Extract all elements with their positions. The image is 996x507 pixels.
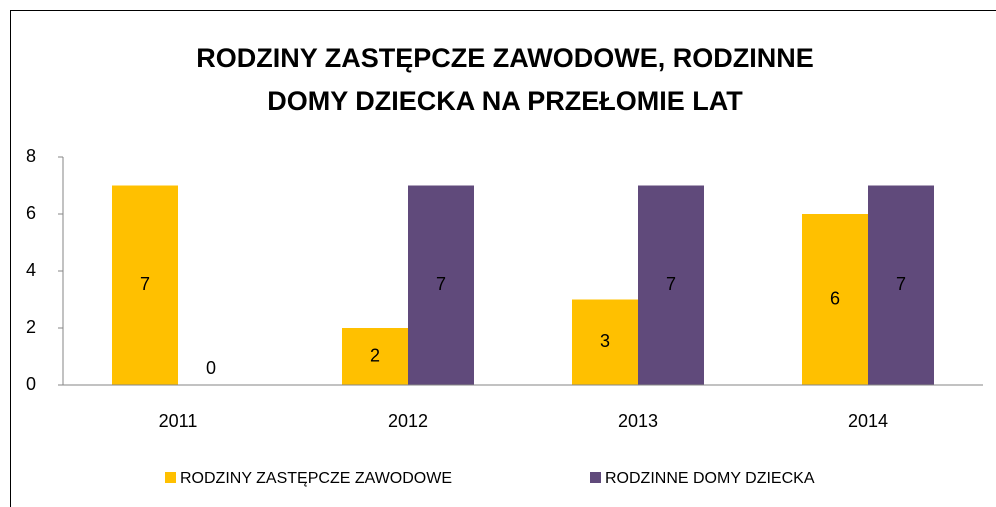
data-label: 7: [140, 274, 150, 294]
y-tick-label: 8: [26, 146, 36, 166]
data-label: 7: [666, 274, 676, 294]
x-tick-label: 2013: [618, 411, 658, 431]
x-tick-label: 2011: [159, 411, 198, 431]
y-tick-label: 0: [26, 374, 36, 394]
legend-swatch: [165, 472, 176, 483]
data-label: 6: [830, 288, 840, 308]
data-label: 7: [436, 274, 446, 294]
y-tick-label: 4: [26, 260, 36, 280]
y-tick-label: 2: [26, 317, 36, 337]
bar: [638, 185, 704, 385]
legend-swatch: [590, 472, 601, 483]
bar: [342, 328, 408, 385]
data-label: 3: [600, 331, 610, 351]
legend-label: RODZINNE DOMY DZIECKA: [605, 470, 815, 487]
y-tick-label: 6: [26, 203, 36, 223]
bar: [572, 299, 638, 385]
legend-label: RODZINY ZASTĘPCZE ZAWODOWE: [180, 470, 452, 487]
x-tick-label: 2014: [848, 411, 888, 431]
bar: [868, 185, 934, 385]
bar: [112, 185, 178, 385]
chart-title: DOMY DZIECKA NA PRZEŁOMIE LAT: [267, 86, 743, 116]
data-label: 0: [206, 358, 216, 378]
bar: [802, 214, 868, 385]
data-label: 2: [370, 345, 380, 365]
data-label: 7: [896, 274, 906, 294]
bar: [408, 185, 474, 385]
chart-title: RODZINY ZASTĘPCZE ZAWODOWE, RODZINNE: [196, 43, 814, 73]
x-tick-label: 2012: [388, 411, 428, 431]
